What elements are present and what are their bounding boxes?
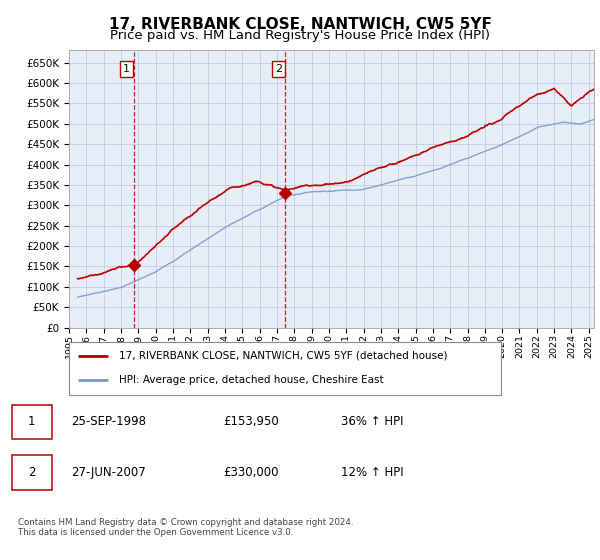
Text: HPI: Average price, detached house, Cheshire East: HPI: Average price, detached house, Ches… xyxy=(119,375,383,385)
Text: 2: 2 xyxy=(275,64,282,74)
Text: 36% ↑ HPI: 36% ↑ HPI xyxy=(341,415,404,428)
Text: 12% ↑ HPI: 12% ↑ HPI xyxy=(341,466,404,479)
Text: 1: 1 xyxy=(123,64,130,74)
Text: 17, RIVERBANK CLOSE, NANTWICH, CW5 5YF: 17, RIVERBANK CLOSE, NANTWICH, CW5 5YF xyxy=(109,17,491,32)
Text: £153,950: £153,950 xyxy=(224,415,280,428)
FancyBboxPatch shape xyxy=(12,455,52,489)
Text: Contains HM Land Registry data © Crown copyright and database right 2024.
This d: Contains HM Land Registry data © Crown c… xyxy=(18,518,353,538)
FancyBboxPatch shape xyxy=(69,342,501,395)
Text: Price paid vs. HM Land Registry's House Price Index (HPI): Price paid vs. HM Land Registry's House … xyxy=(110,29,490,42)
Text: 1: 1 xyxy=(28,415,35,428)
Text: 2: 2 xyxy=(28,466,35,479)
FancyBboxPatch shape xyxy=(12,404,52,438)
Text: 17, RIVERBANK CLOSE, NANTWICH, CW5 5YF (detached house): 17, RIVERBANK CLOSE, NANTWICH, CW5 5YF (… xyxy=(119,351,447,361)
Text: 25-SEP-1998: 25-SEP-1998 xyxy=(71,415,146,428)
Text: £330,000: £330,000 xyxy=(224,466,279,479)
Text: 27-JUN-2007: 27-JUN-2007 xyxy=(71,466,145,479)
